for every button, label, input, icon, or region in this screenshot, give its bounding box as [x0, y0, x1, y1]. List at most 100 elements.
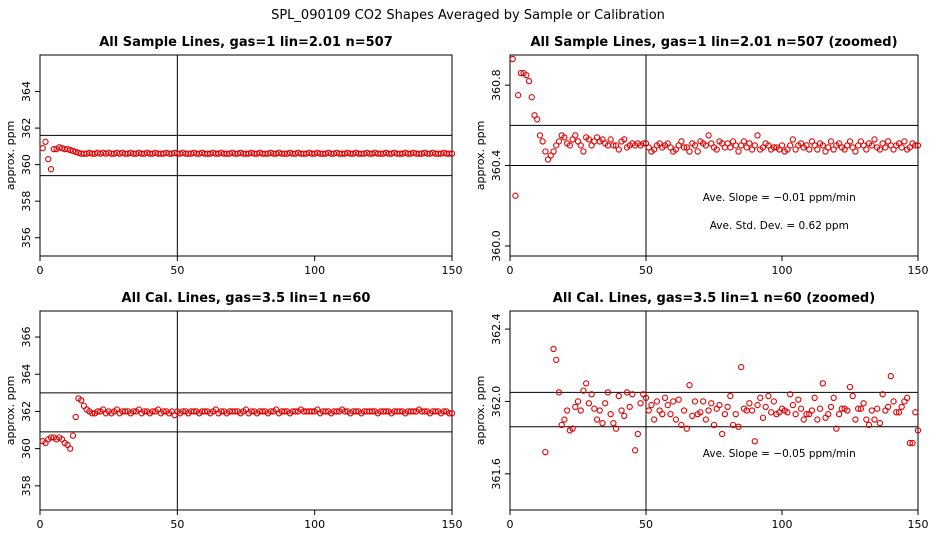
data-point — [72, 413, 79, 421]
data-points — [39, 395, 456, 452]
data-point — [751, 438, 758, 445]
data-point — [525, 77, 533, 85]
data-point — [281, 408, 288, 415]
data-point — [523, 71, 530, 79]
data-point — [702, 416, 709, 423]
data-point — [659, 410, 666, 418]
data-point — [762, 403, 769, 411]
data-point — [903, 394, 911, 401]
data-point — [623, 389, 631, 396]
y-tick-label: 366 — [20, 327, 33, 348]
data-point — [47, 166, 55, 173]
data-point — [713, 146, 720, 153]
data-point — [912, 409, 919, 416]
data-point — [846, 138, 854, 145]
data-point — [555, 389, 563, 396]
x-tick-label: 100 — [772, 264, 793, 277]
y-tick-label: 358 — [20, 191, 33, 212]
data-point — [421, 408, 428, 415]
data-point — [580, 148, 587, 155]
data-point — [515, 92, 522, 99]
y-tick-label: 362.0 — [490, 386, 503, 418]
data-point — [599, 420, 606, 427]
data-point — [852, 416, 859, 423]
data-point — [569, 425, 576, 432]
data-point — [727, 392, 734, 400]
data-point — [618, 407, 625, 414]
annotation-text: Ave. Std. Dev. = 0.62 ppm — [710, 220, 849, 232]
data-point — [179, 408, 186, 415]
data-point — [585, 136, 593, 143]
data-point — [680, 144, 688, 151]
data-point — [634, 430, 641, 438]
data-point — [765, 392, 772, 400]
data-point — [860, 400, 867, 407]
data-point — [680, 407, 688, 414]
data-point — [770, 398, 777, 405]
y-tick-label: 360.0 — [490, 230, 503, 262]
y-tick-label: 361.6 — [490, 458, 503, 490]
data-point — [751, 142, 758, 149]
data-point — [827, 138, 835, 145]
data-point — [651, 416, 658, 423]
data-point — [814, 416, 821, 423]
plot-frame — [509, 54, 919, 257]
data-point — [69, 147, 77, 155]
data-point — [729, 421, 737, 429]
data-point — [819, 380, 826, 387]
data-point — [868, 142, 875, 149]
data-point — [382, 408, 390, 415]
data-point — [396, 408, 403, 415]
x-tick-label: 100 — [772, 518, 793, 531]
x-tick-label: 100 — [304, 264, 325, 277]
data-point — [757, 394, 764, 401]
data-point — [901, 398, 908, 405]
data-points — [39, 138, 456, 173]
data-point — [577, 407, 584, 414]
y-tick-label: 356 — [20, 227, 33, 248]
data-point — [822, 414, 829, 421]
x-tick-label: 150 — [442, 518, 463, 531]
data-point — [789, 136, 797, 143]
data-point — [149, 408, 156, 415]
data-point — [664, 401, 671, 409]
data-point — [72, 148, 79, 155]
y-tick-label: 362.4 — [490, 313, 503, 345]
data-point — [808, 407, 816, 414]
data-point — [754, 132, 761, 139]
data-point — [806, 146, 813, 153]
data-point — [672, 416, 680, 423]
data-point — [686, 382, 693, 389]
data-point — [512, 192, 519, 199]
data-point — [585, 400, 593, 407]
data-point — [190, 408, 197, 415]
data-point — [825, 410, 832, 418]
data-point — [759, 414, 767, 421]
data-point — [830, 394, 837, 401]
data-point — [746, 140, 753, 147]
data-point — [719, 430, 726, 438]
data-point — [648, 401, 655, 409]
data-point — [770, 144, 777, 151]
data-point — [849, 392, 856, 400]
y-tick-label: 362 — [20, 401, 33, 422]
data-point — [645, 407, 652, 414]
data-point — [615, 392, 622, 400]
data-point — [550, 148, 557, 155]
data-point — [846, 383, 854, 391]
data-point — [893, 409, 900, 416]
data-point — [596, 407, 603, 414]
x-tick-label: 50 — [639, 264, 653, 277]
data-point — [47, 434, 55, 441]
data-point — [580, 387, 587, 394]
data-point — [604, 389, 612, 396]
data-point — [835, 410, 843, 418]
data-point — [656, 407, 663, 414]
data-point — [667, 410, 674, 418]
data-point — [542, 148, 549, 155]
data-point — [67, 146, 74, 154]
data-point — [448, 410, 456, 417]
data-point — [517, 69, 525, 77]
data-point — [778, 142, 786, 149]
